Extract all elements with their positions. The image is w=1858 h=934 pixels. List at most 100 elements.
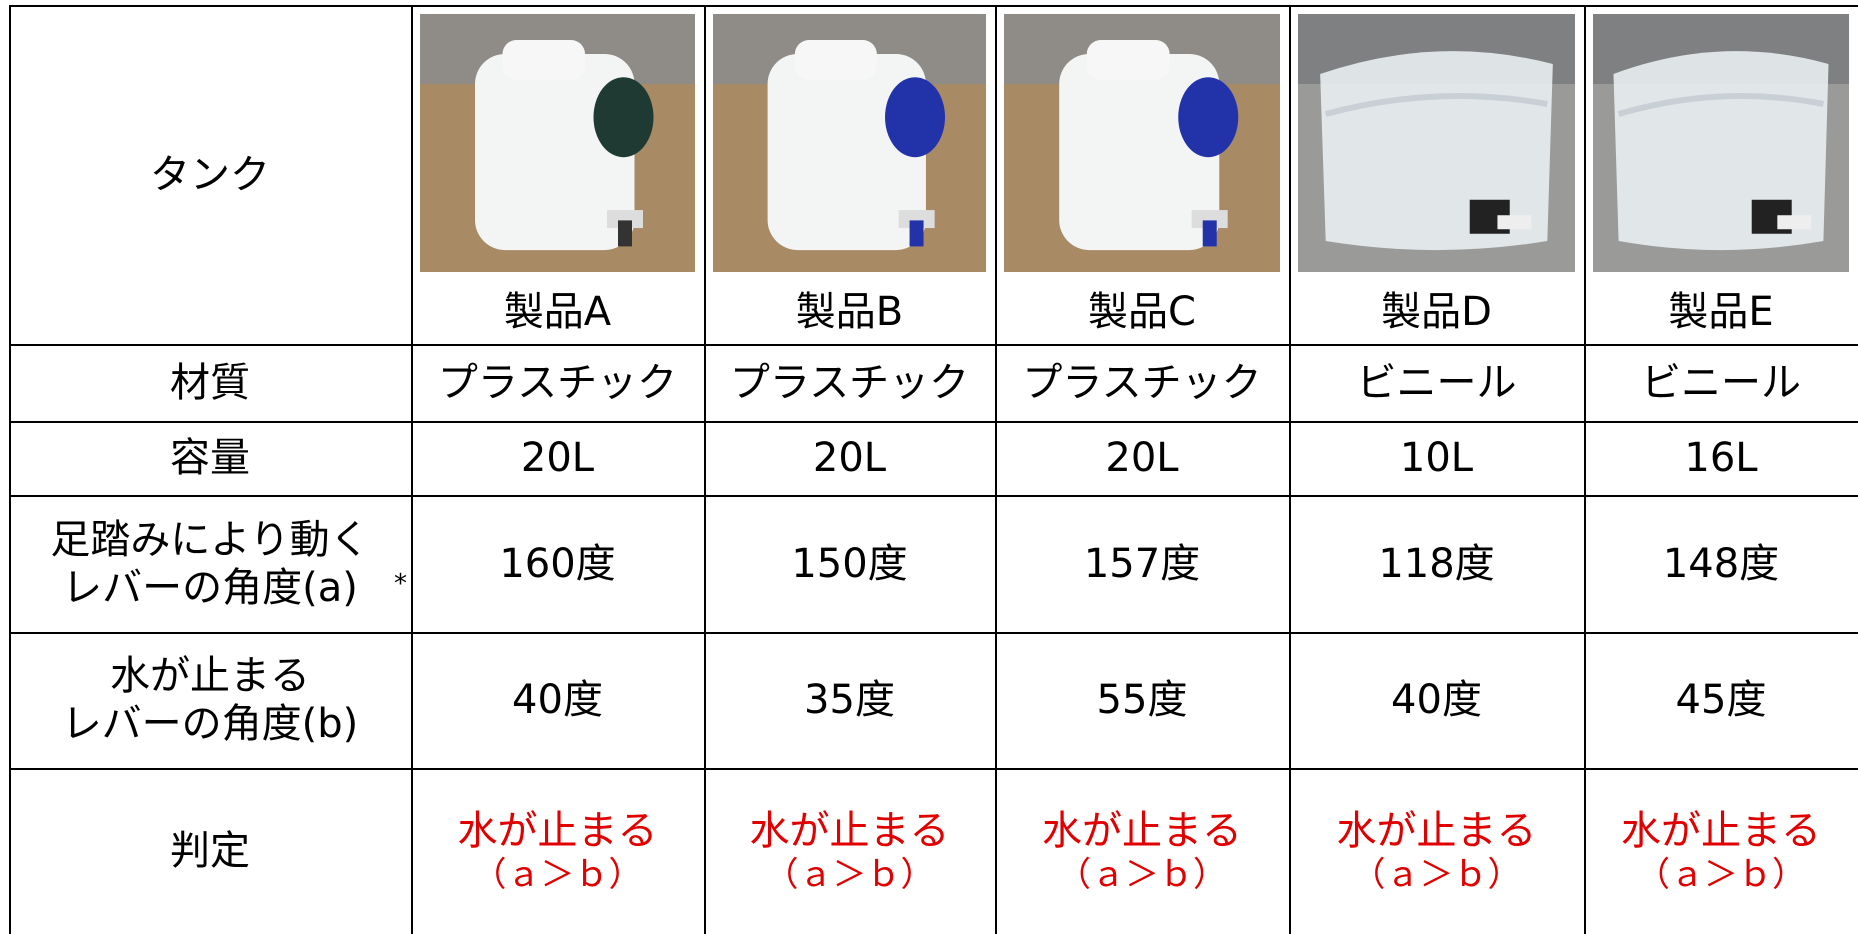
product-name-cell: 製品A [411,5,704,336]
cell-value: 150度 [791,540,908,587]
cell-value: 20L [812,435,887,481]
cell-value: プラスチック [1022,359,1262,406]
row-label: 材質 [170,359,250,406]
judgement-cell: 水が止まる （ａ＞ｂ） [1584,768,1858,934]
column-line [9,5,11,934]
value-cell: プラスチック [995,344,1289,421]
judgement-condition: （ａ＞ｂ） [1351,854,1522,895]
judgement-cell: 水が止まる （ａ＞ｂ） [1289,768,1584,934]
judgement-cell: 水が止まる （ａ＞ｂ） [995,768,1289,934]
value-cell: 160度 [411,495,704,632]
row-label: 足踏みにより動く [50,516,370,563]
value-cell: 16L [1584,421,1858,495]
judgement-line: 水が止まる [1337,807,1537,855]
tank-photo [1004,14,1280,272]
column-line [704,5,706,934]
row-label-cell: 足踏みにより動く * レバーの角度(a) [9,495,411,632]
judgement-line: （ａ＞ｂ） [765,855,935,896]
tank-photo [713,14,986,272]
judgement-label-cell: 判定 [9,768,411,934]
value-cell: 10L [1289,421,1584,495]
cell-value: 16L [1684,435,1758,481]
cell-value: 45度 [1675,677,1767,723]
judgement-condition: （ａ＞ｂ） [1057,854,1227,895]
value-cell: 148度 [1584,495,1858,632]
value-cell: 20L [411,421,704,495]
cell-value: プラスチック [729,359,970,406]
judgement-result: 水が止まる [1336,807,1537,854]
tank-photo [420,14,695,272]
judgement-cell: 水が止まる （ａ＞ｂ） [704,768,995,934]
judgement-line: 水が止まる [458,807,658,855]
cell-value: 40度 [1391,677,1482,723]
product-name-cell: 製品D [1289,5,1584,336]
tank-photo [1298,14,1575,272]
product-name: 製品A [503,289,612,335]
value-cell: ビニール [1289,344,1584,421]
judgement-result: 水が止まる [1621,807,1821,854]
row-label-cell: 水が止まる レバーの角度(b) [9,632,411,768]
product-name-cell: 製品B [704,5,995,336]
value-cell: 118度 [1289,495,1584,632]
cell-value: 157度 [1083,540,1201,587]
row-label: 容量 [170,435,250,481]
row-label: 水が止まる [110,653,310,699]
value-cell: 40度 [411,632,704,768]
cell-value: 118度 [1378,540,1495,587]
cell-value: 20L [1105,435,1179,481]
judgement-cell: 水が止まる （ａ＞ｂ） [411,768,704,934]
product-name-cell: 製品C [995,5,1289,336]
value-cell: 40度 [1289,632,1584,768]
cell-value: 40度 [512,677,603,723]
row-label-line: 水が止まる [110,652,310,700]
cell-value: 20L [520,435,595,481]
row-line [9,495,1858,497]
cell-value: 160度 [499,540,616,587]
column-line [1584,5,1586,934]
tank-photo [1593,14,1849,272]
cell-value: 10L [1399,435,1474,481]
judgement-result: 水が止まる [749,807,950,854]
product-name-cell: 製品E [1584,5,1858,336]
value-cell: 20L [704,421,995,495]
row-label-cell: 材質 [9,344,411,421]
judgement-label: 判定 [170,828,250,874]
row-label-line: 足踏みにより動く [50,516,369,564]
judgement-condition: （ａ＞ｂ） [472,854,643,895]
cell-value: ビニール [1641,359,1801,406]
header-label: タンク [150,151,270,198]
product-name: 製品E [1668,289,1774,335]
row-label-cell: 容量 [9,421,411,495]
judgement-result: 水が止まる [1042,807,1242,854]
judgement-line: 水が止まる [750,807,950,855]
row-line [9,344,1858,346]
row-label: レバーの角度(b) [61,701,359,747]
judgement-line: 水が止まる [1042,807,1242,855]
value-cell: 20L [995,421,1289,495]
judgement-line: （ａ＞ｂ） [1057,855,1227,896]
value-cell: 150度 [704,495,995,632]
value-cell: 157度 [995,495,1289,632]
judgement-condition: （ａ＞ｂ） [764,854,935,895]
row-label-line: レバーの角度(a) [62,564,358,612]
row-line [9,632,1858,634]
judgement-line: （ａ＞ｂ） [1352,855,1522,896]
header-label-cell: タンク [9,5,411,344]
value-cell: ビニール [1584,344,1858,421]
row-label: レバーの角度(a) [62,564,358,611]
judgement-result: 水が止まる [457,807,658,854]
row-line [9,5,1858,7]
row-line [9,768,1858,770]
judgement-condition: （ａ＞ｂ） [1636,854,1806,895]
note-mark: * [394,569,407,599]
row-line [9,421,1858,423]
product-name: 製品D [1381,289,1492,335]
row-label-line: 容量 [170,434,250,482]
product-name: 製品C [1088,289,1196,335]
row-label-line: 材質 [170,359,250,407]
column-line [1289,5,1291,934]
cell-value: 35度 [804,677,895,723]
cell-value: 148度 [1662,540,1780,587]
cell-value: プラスチック [437,359,678,406]
